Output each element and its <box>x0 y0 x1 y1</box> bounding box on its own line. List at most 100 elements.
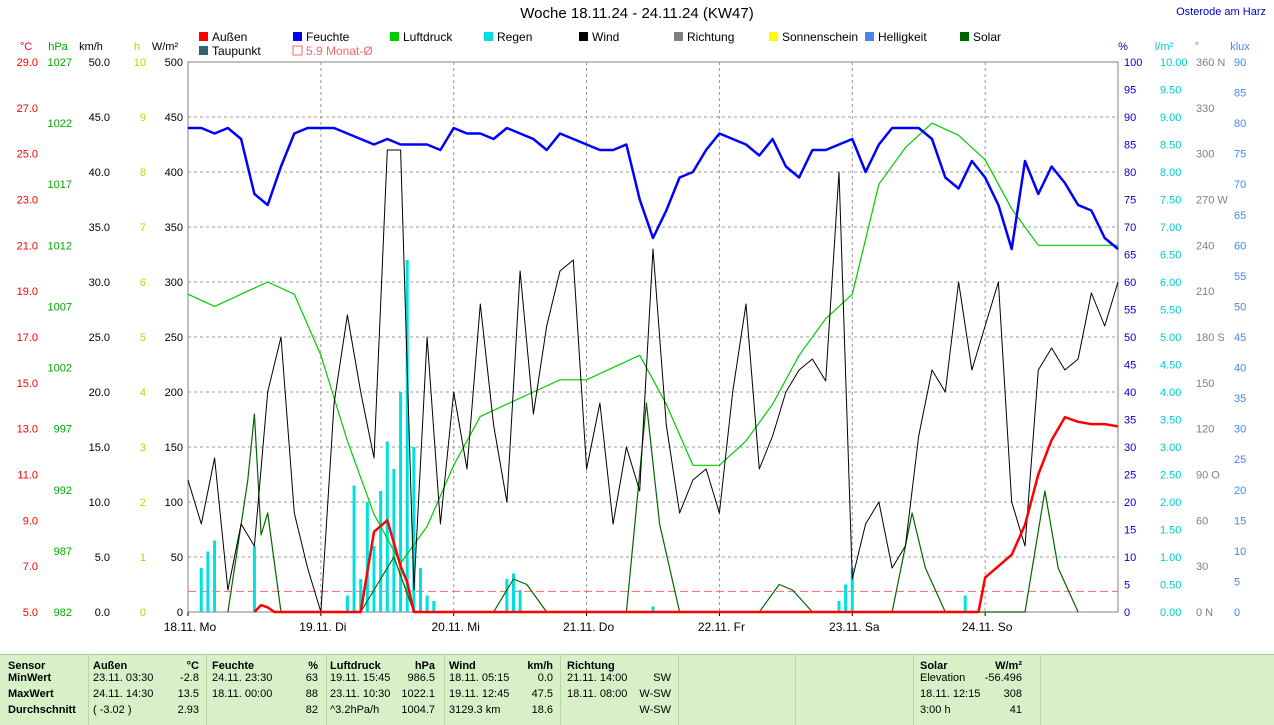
brightness-axis-tick: 65 <box>1234 210 1246 222</box>
regen-bar <box>412 447 416 612</box>
brightness-axis-tick: 75 <box>1234 149 1246 161</box>
wind-axis-tick: 20.0 <box>89 387 110 399</box>
brightness-unit-label: klux <box>1230 41 1250 53</box>
rain-axis-tick: 9.50 <box>1160 85 1181 97</box>
footer-richtung-value: SW <box>653 672 671 684</box>
temp-axis-tick: 7.0 <box>23 561 38 573</box>
direction-axis-tick: 150 <box>1196 378 1214 390</box>
direction-axis-tick: 360 N <box>1196 57 1225 69</box>
footer-luftdruck-unit: hPa <box>414 660 435 672</box>
wind-axis-tick: 50.0 <box>89 57 110 69</box>
humidity-axis-tick: 80 <box>1124 167 1136 179</box>
temp-axis-tick: 15.0 <box>17 378 38 390</box>
wind-axis-tick: 30.0 <box>89 277 110 289</box>
rain-axis-tick: 7.50 <box>1160 195 1181 207</box>
regen-bar <box>365 502 369 612</box>
x-tick-label: 21.11. Do <box>563 620 614 634</box>
footer-feuchte-header: Feuchte <box>212 660 255 672</box>
humidity-axis-tick: 70 <box>1124 222 1136 234</box>
humidity-axis-tick: 60 <box>1124 277 1136 289</box>
statistics-footer: Sensor MinWert MaxWert Durchschnitt Außen °C 2… <box>0 654 1274 725</box>
sun-axis-tick: 1 <box>140 552 146 564</box>
regen-bar <box>419 568 422 612</box>
footer-aussen-value: 13.5 <box>177 688 199 700</box>
rain-axis-tick: 3.50 <box>1160 415 1181 427</box>
direction-axis-tick: 60 <box>1196 515 1208 527</box>
solar-line <box>227 402 1079 613</box>
brightness-axis-tick: 30 <box>1234 424 1246 436</box>
pressure-axis-tick: 1022 <box>48 118 72 130</box>
footer-separator <box>326 655 327 725</box>
footer-wind-unit: km/h <box>527 660 553 672</box>
humidity-axis-tick: 40 <box>1124 387 1136 399</box>
footer-wind-value: 18.6 <box>531 704 553 716</box>
regen-bar <box>199 568 203 612</box>
brightness-axis-tick: 60 <box>1234 240 1246 252</box>
regen-bar <box>844 584 848 612</box>
regen-bar <box>425 595 429 612</box>
legend-swatch <box>293 32 302 41</box>
footer-luftdruck-time: 19.11. 15:45 <box>330 672 391 684</box>
footer-feuchte-unit: % <box>308 660 318 672</box>
solar-axis-tick: 300 <box>165 277 183 289</box>
footer-separator <box>560 655 561 725</box>
luftdruck-line <box>187 122 1118 564</box>
footer-luftdruck-time: 23.11. 10:30 <box>330 688 391 700</box>
footer-feuchte-value: 88 <box>305 688 318 700</box>
footer-wind-value: 0.0 <box>537 672 553 684</box>
regen-bar <box>352 485 356 612</box>
brightness-axis-tick: 50 <box>1234 301 1246 313</box>
footer-richtung-time: 18.11. 08:00 <box>567 688 628 700</box>
regen-bar <box>399 392 403 612</box>
humidity-axis-tick: 15 <box>1124 525 1136 537</box>
wind-line <box>187 149 1119 613</box>
x-tick-label: 24.11. So <box>962 620 1013 634</box>
rain-axis-tick: 0.00 <box>1160 607 1181 619</box>
temp-axis-tick: 29.0 <box>17 57 38 69</box>
sun-axis-tick: 0 <box>140 607 146 619</box>
x-tick-label: 22.11. Fr <box>698 620 745 634</box>
regen-bar <box>252 546 256 612</box>
footer-wind-value: 47.5 <box>531 688 553 700</box>
direction-axis-tick: 0 N <box>1196 607 1213 619</box>
legend-label: Helligkeit <box>878 30 927 44</box>
humidity-axis-tick: 25 <box>1124 470 1136 482</box>
temp-axis-tick: 17.0 <box>17 332 38 344</box>
weather-chart: 29.027.025.023.021.019.017.015.013.011.0… <box>17 30 1251 634</box>
footer-aussen-time: ( -3.02 ) <box>93 704 132 716</box>
temp-axis-tick: 27.0 <box>17 103 38 115</box>
regen-bar <box>850 568 854 612</box>
footer-row-label: MinWert <box>8 672 52 684</box>
footer-luftdruck-value: 986.5 <box>407 672 435 684</box>
direction-axis-tick: 90 O <box>1196 470 1220 482</box>
direction-axis-tick: 120 <box>1196 424 1214 436</box>
humidity-unit-label: % <box>1118 41 1128 53</box>
legend-swatch <box>199 32 208 41</box>
rain-axis-tick: 1.00 <box>1160 552 1181 564</box>
brightness-axis-tick: 55 <box>1234 271 1246 283</box>
rain-axis-tick: 2.00 <box>1160 497 1181 509</box>
regen-bar <box>213 540 217 612</box>
legend-swatch <box>865 32 874 41</box>
solar-axis-tick: 100 <box>165 497 183 509</box>
humidity-axis-tick: 20 <box>1124 497 1136 509</box>
legend-swatch <box>769 32 778 41</box>
direction-axis-tick: 330 <box>1196 103 1214 115</box>
footer-luftdruck-time: ^3.2hPa/h <box>330 704 380 716</box>
footer-solar-time: 3:00 h <box>920 704 951 716</box>
chart-title: Woche 18.11.24 - 24.11.24 (KW47) <box>520 5 754 22</box>
solar-axis-tick: 500 <box>165 57 183 69</box>
rain-unit-label: l/m² <box>1155 41 1174 53</box>
brightness-axis-tick: 35 <box>1234 393 1246 405</box>
brightness-axis-tick: 25 <box>1234 454 1246 466</box>
humidity-axis-tick: 10 <box>1124 552 1136 564</box>
footer-aussen-header: Außen <box>93 660 128 672</box>
pressure-axis-tick: 1007 <box>48 301 72 313</box>
direction-axis-tick: 270 W <box>1196 195 1228 207</box>
humidity-axis-tick: 35 <box>1124 415 1136 427</box>
location-label: Osterode am Harz <box>1176 6 1266 18</box>
regen-bar <box>518 590 522 612</box>
temp-axis-tick: 13.0 <box>17 424 38 436</box>
wind-axis-tick: 45.0 <box>89 112 110 124</box>
rain-axis-tick: 5.00 <box>1160 332 1181 344</box>
